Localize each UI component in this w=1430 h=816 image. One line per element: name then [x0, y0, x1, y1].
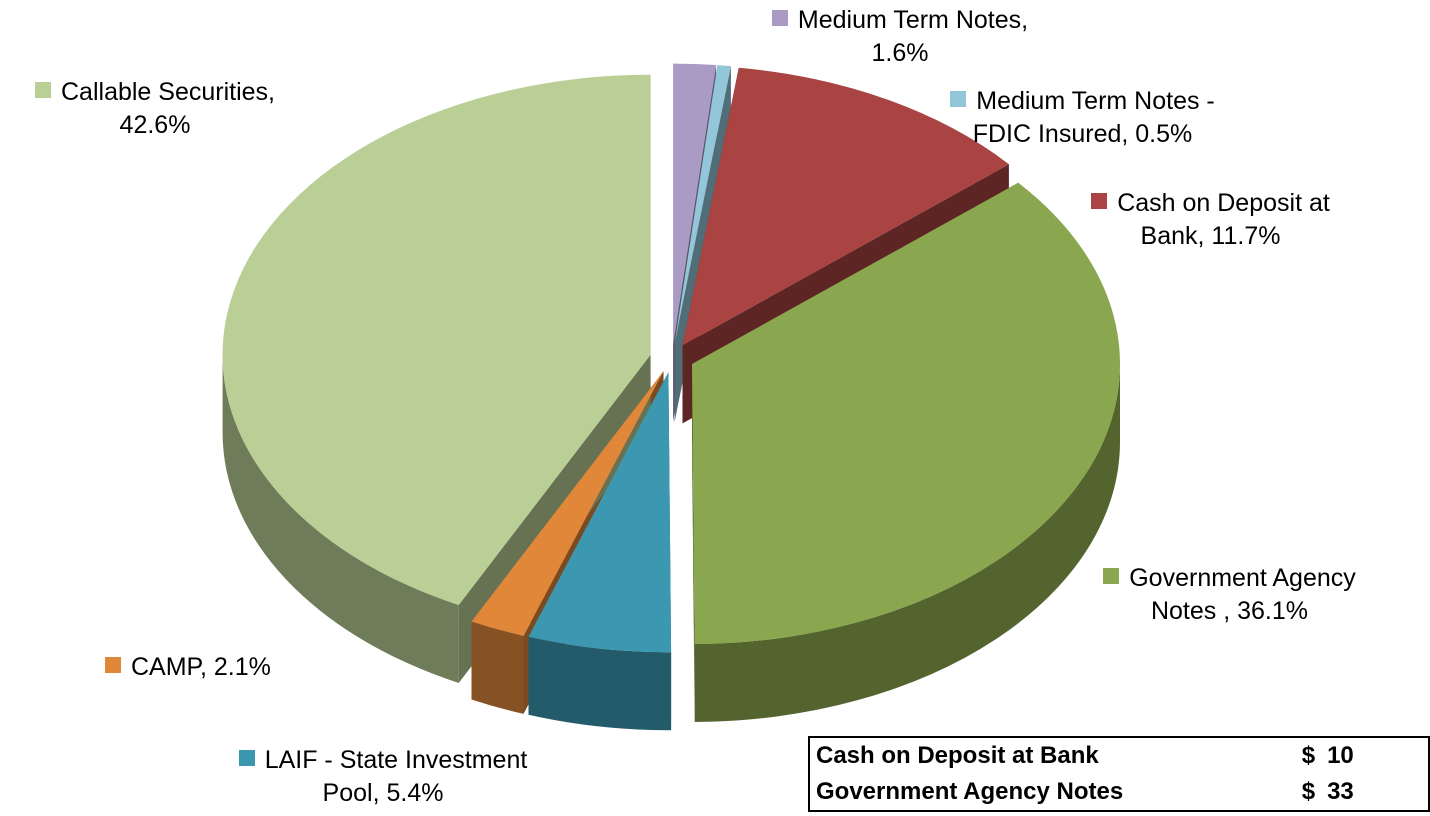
value-label: 42.6% — [119, 111, 191, 139]
slice-side — [694, 364, 1120, 722]
slice-side — [222, 354, 459, 683]
table-cell: 10 — [1327, 742, 1354, 769]
slice-side — [528, 636, 672, 731]
category: CAMP, — [131, 653, 207, 681]
data-label: Medium Term Notes, 1.6% — [765, 4, 1035, 70]
data-label: Government Agency Notes , 36.1% — [1097, 562, 1362, 628]
legend-marker — [105, 657, 121, 673]
category: Government Agency Notes , — [1129, 564, 1356, 625]
value-label: 2.1% — [213, 653, 271, 681]
table-cell: $ — [1301, 778, 1316, 805]
slice-side — [471, 621, 524, 714]
pie-slice — [682, 67, 1009, 346]
table-row: Government Agency Notes $ 33 — [809, 774, 1429, 811]
table-cell: $ — [1301, 742, 1316, 769]
table-row: Cash on Deposit at Bank $ 10 — [809, 737, 1429, 774]
data-label: LAIF - State Investment Pool, 5.4% — [228, 744, 538, 810]
legend-marker — [238, 750, 255, 766]
pie-slice — [674, 65, 731, 344]
table-cell: Government Agency Notes — [816, 778, 1124, 805]
data-label: Cash on Deposit at Bank, 11.7% — [1083, 187, 1338, 253]
category: LAIF - State Investment Pool, — [264, 746, 528, 807]
table-cell: 33 — [1327, 778, 1354, 805]
legend-marker — [1103, 568, 1120, 584]
category: Medium Term Notes, — [797, 6, 1029, 34]
value-label: 11.7% — [1211, 222, 1281, 250]
legend-marker — [35, 82, 51, 98]
value-label: 0.5% — [1135, 120, 1193, 148]
data-label: CAMP, 2.1% — [105, 651, 330, 684]
legend-marker — [1091, 193, 1108, 209]
slice-side — [692, 364, 695, 722]
data-label: Medium Term Notes - FDIC Insured, 0.5% — [945, 85, 1220, 151]
legend-marker — [950, 91, 967, 107]
value-label: 5.4% — [386, 779, 444, 807]
value-label: 1.6% — [871, 39, 929, 67]
pie-slice — [222, 74, 651, 605]
category: Callable Securities, — [61, 78, 275, 106]
pie-slice — [528, 372, 672, 653]
table-cell: Cash on Deposit at Bank — [816, 742, 1099, 769]
pie-slice — [471, 371, 664, 636]
category: Cash on Deposit at Bank, — [1117, 189, 1330, 250]
summary-table: Cash on Deposit at Bank $ 10 Government … — [808, 736, 1430, 812]
legend-marker — [771, 10, 788, 26]
pie-slice — [692, 182, 1121, 645]
data-label: Callable Securities, 42.6% — [10, 76, 300, 142]
value-label: 36.1% — [1237, 597, 1309, 625]
pie-slice — [673, 63, 717, 344]
category: Medium Term Notes - FDIC Insured, — [972, 87, 1215, 148]
